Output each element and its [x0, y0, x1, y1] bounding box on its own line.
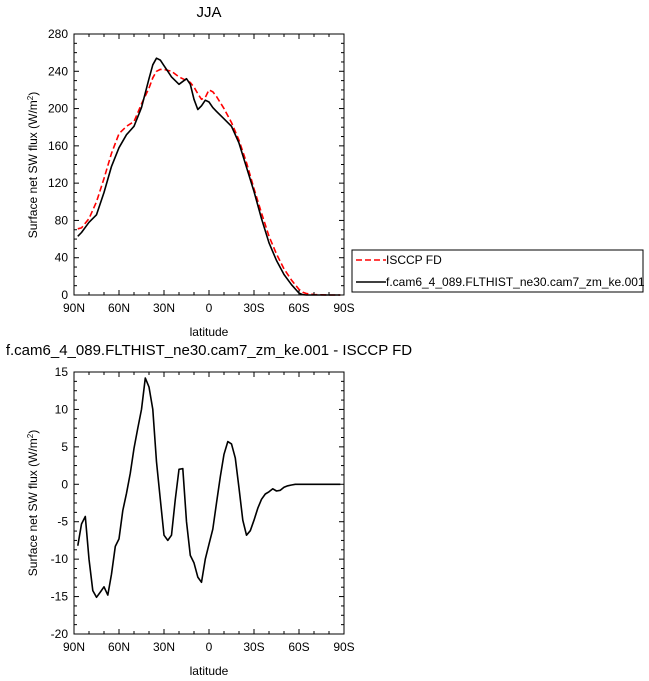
bottom-x-tick-label: 90N	[63, 640, 85, 654]
bottom-panel: f.cam6_4_089.FLTHIST_ne30.cam7_zm_ke.001…	[6, 342, 412, 678]
bottom-x-tick-label: 60N	[108, 640, 130, 654]
top-series-line-0	[77, 68, 341, 296]
top-y-tick-label: 0	[61, 288, 68, 302]
bottom-y-tick-label: 5	[61, 440, 68, 454]
bottom-chart-title: f.cam6_4_089.FLTHIST_ne30.cam7_zm_ke.001…	[6, 342, 412, 359]
bottom-y-tick-label: 0	[61, 477, 68, 491]
top-y-tick-label: 240	[48, 64, 68, 78]
legend: ISCCP FD f.cam6_4_089.FLTHIST_ne30.cam7_…	[351, 249, 645, 293]
top-y-tick-label: 80	[55, 213, 69, 227]
top-x-tick-label: 0	[206, 301, 213, 315]
top-y-tick-label: 280	[48, 27, 68, 41]
top-x-tick-label: 60S	[288, 301, 309, 315]
bottom-x-tick-label: 30N	[153, 640, 175, 654]
bottom-series-line-0	[77, 377, 341, 599]
top-x-axis-label: latitude	[190, 325, 229, 339]
bottom-plot-frame	[73, 371, 345, 635]
top-y-tick-label: 120	[48, 176, 68, 190]
bottom-x-tick-label: 90S	[333, 640, 354, 654]
legend-box	[351, 249, 644, 293]
bottom-x-tick-label: 60S	[288, 640, 309, 654]
bottom-y-tick-label: -20	[51, 627, 69, 641]
top-y-axis-label: Surface net SW flux (W/m2)	[26, 92, 41, 238]
bottom-x-tick-label: 0	[206, 640, 213, 654]
top-y-tick-label: 200	[48, 102, 68, 116]
top-x-tick-label: 90S	[333, 301, 354, 315]
bottom-y-tick-label: -10	[51, 552, 69, 566]
bottom-x-axis-label: latitude	[190, 664, 229, 678]
bottom-y-tick-label: -5	[57, 515, 68, 529]
bottom-y-tick-label: 15	[55, 365, 69, 379]
top-y-tick-label: 40	[55, 251, 69, 265]
top-x-tick-label: 30N	[153, 301, 175, 315]
top-x-tick-label: 60N	[108, 301, 130, 315]
top-plot-frame	[73, 33, 345, 296]
top-x-tick-label: 30S	[243, 301, 264, 315]
top-series-line-1	[77, 57, 341, 296]
bottom-y-tick-label: -15	[51, 590, 69, 604]
bottom-y-axis-label: Surface net SW flux (W/m2)	[26, 430, 41, 576]
top-chart-title: JJA	[196, 4, 221, 21]
top-panel: JJA 90N 60N 30N 0 30S 60S 90S 0 40 80 120 160 200 240…	[26, 4, 645, 339]
top-y-tick-label: 160	[48, 139, 68, 153]
legend-label-isccp: ISCCP FD	[386, 253, 442, 267]
top-x-tick-label: 90N	[63, 301, 85, 315]
bottom-x-tick-label: 30S	[243, 640, 264, 654]
legend-label-model: f.cam6_4_089.FLTHIST_ne30.cam7_zm_ke.001	[386, 275, 645, 289]
bottom-y-tick-label: 10	[55, 402, 69, 416]
